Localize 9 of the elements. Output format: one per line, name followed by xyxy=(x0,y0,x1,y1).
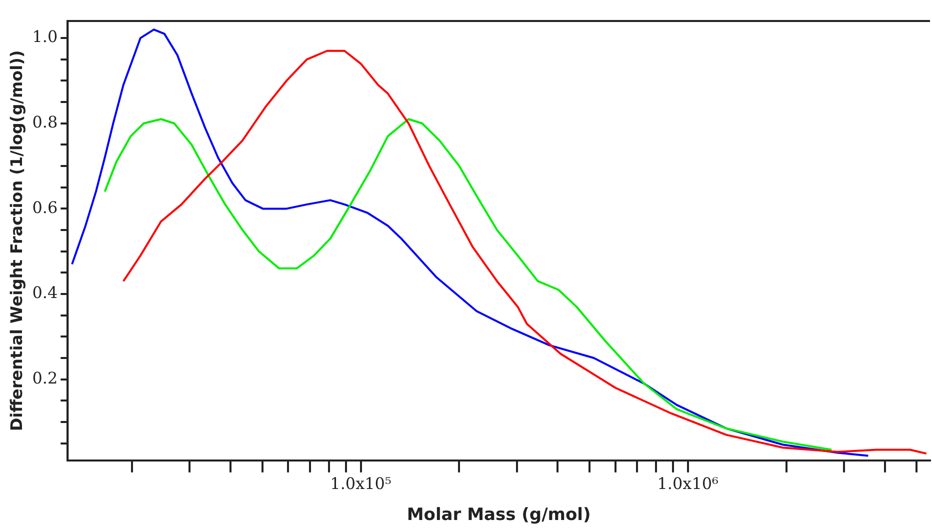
y-axis-title: Differential Weight Fraction (1/log(g/mol)) xyxy=(6,50,26,432)
y-tick-label: 0.4 xyxy=(32,283,58,302)
x-tick-label: 1.0x10⁵ xyxy=(330,474,392,494)
y-tick-label: 1.0 xyxy=(32,27,58,46)
y-tick-label: 0.8 xyxy=(32,112,58,132)
x-tick-label: 1.0x10⁶ xyxy=(657,474,718,494)
y-tick-label: 0.2 xyxy=(32,368,58,388)
x-axis-title: Molar Mass (g/mol) xyxy=(406,505,591,526)
y-tick-label: 0.6 xyxy=(32,198,58,217)
